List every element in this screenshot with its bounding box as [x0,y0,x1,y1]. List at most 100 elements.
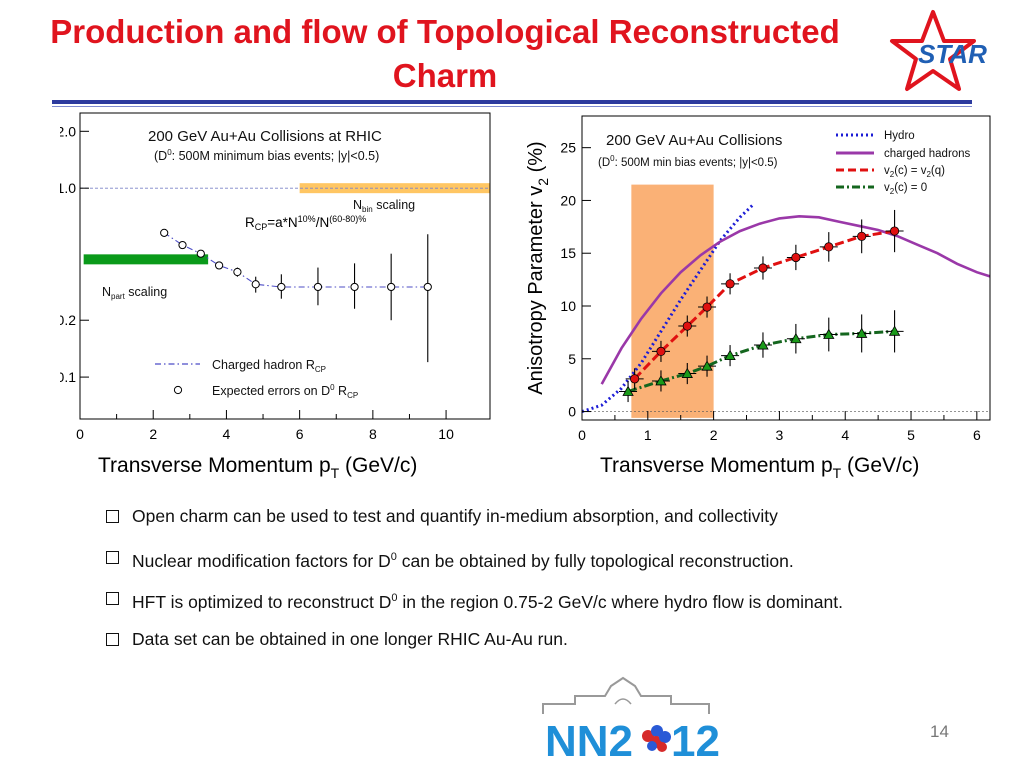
rcp-data-point [160,228,169,237]
pt-region-highlight-band [631,184,714,418]
rcp-y-tick-label: 1.0 [60,180,76,196]
v2-y-tick-label: 20 [560,192,576,208]
v2-y-tick-label: 0 [568,404,576,420]
v2-zero-data-point [622,385,634,396]
title-rule-thin [52,106,972,107]
rcp-series-layer [160,228,432,363]
v2-y-tick-label: 5 [568,351,576,367]
rcp-x-axis-label: Transverse Momentum pT (GeV/c) [98,454,417,481]
bullet-superscript: 0 [391,592,398,604]
checkbox-bullet-icon [106,633,119,646]
slide-title: Production and flow of Topological Recon… [20,10,870,98]
rcp-data-point [313,282,323,292]
bullet-list: Open charm can be used to test and quant… [104,502,1004,666]
rcp-chart-subtitle: (D0: 500M minimum bias events; |y|<0.5) [154,148,379,163]
v2-x-axis-label: Transverse Momentum pT (GeV/c) [600,454,919,481]
v2-legend-item-hydro: Hydro [884,130,915,142]
v2-vq-data-point [889,226,900,236]
checkbox-bullet-icon [106,510,119,523]
rcp-x-tick-label: 2 [149,426,157,442]
rcp-data-point [350,282,359,292]
star-logo: STAR [890,10,987,91]
v2-series-layer [582,203,990,414]
rcp-charged-hadron-line [163,232,428,288]
v2-x-tick-label: 4 [841,427,849,443]
title-rule [52,100,972,104]
rcp-chart-title: 200 GeV Au+Au Collisions at RHIC [148,128,382,145]
v2-zero-data-point [701,360,713,371]
slide-title-line-1: Production and flow of Topological Recon… [50,13,840,50]
npart-scaling-label: Npart scaling [102,285,167,301]
rcp-chart: 0 2 4 6 8 10 2.0 1.0 0.2 0.1 200 GeV Au+Au Collis… [60,108,500,490]
rcp-data-point [423,282,432,292]
v2-vq-data-point [857,231,867,241]
rcp-data-point [196,249,205,258]
rcp-plot-frame [79,112,491,420]
v2-zero-data-point [888,325,901,336]
bullet-text: Nuclear modification factors for D [132,550,391,571]
v2-zero-data-point [823,328,835,339]
v2-vq-data-point [682,321,692,331]
bullet-item: Nuclear modification factors for D0 can … [104,543,1004,584]
rcp-legend-item-charged-hadron: Charged hadron RCP [212,358,326,374]
v2-vq-data-point [725,279,735,289]
rcp-x-tick-label: 6 [296,426,304,442]
v2-x-tick-label: 0 [578,427,586,443]
v2-vq-data-point [702,302,712,312]
bullet-text: Data set can be obtained in one longer R… [132,629,568,649]
v2-vq-data-point [791,252,801,263]
v2-y-tick-label: 15 [560,245,576,261]
nn2012-logo-suffix: 12 [671,717,720,762]
bullet-item: Open charm can be used to test and quant… [104,502,1004,543]
v2-zero-data-point [655,375,667,386]
rcp-legend-item-expected-errors: Expected errors on D0 RCP [212,383,358,400]
rcp-data-point [215,261,224,270]
rcp-legend-circle-swatch [173,385,183,395]
nn2012-logo-prefix: NN2 [545,717,633,762]
v2-charged-hadrons-curve [600,214,990,385]
v2-x-tick-label: 6 [973,427,981,443]
checkbox-bullet-icon [106,551,119,564]
v2-chart-title: 200 GeV Au+Au Collisions [606,132,782,149]
v2-y-axis-label: Anisotropy Parameter v2 (%) [525,141,551,394]
v2-x-tick-label: 5 [907,427,915,443]
v2-chart-subtitle: (D0: 500M min bias events; |y|<0.5) [598,154,778,169]
nn2012-logo-atom-icon [642,725,671,752]
v2-vq-data-point [630,374,640,384]
rcp-data-point [277,282,286,292]
v2-zero-data-point [724,349,736,361]
bullet-item: Data set can be obtained in one longer R… [104,625,1004,666]
v2-legend: Hydro charged hadrons v2(c) = v2(q) v2(c… [836,130,971,196]
v2-zero-data-point [790,332,802,344]
bullet-text: HFT is optimized to reconstruct D [132,591,392,612]
rcp-axis-ticks: 0 2 4 6 8 10 2.0 1.0 0.2 0.1 [60,123,454,442]
v2-legend-item-zero: v2(c) = 0 [884,182,927,196]
v2-vq-curve [633,229,895,380]
v2-legend-item-charged-hadrons: charged hadrons [884,148,971,160]
rcp-x-tick-label: 4 [223,426,231,442]
v2-band-layer [631,184,714,418]
v2-vq-data-point [758,263,768,273]
v2-x-tick-label: 2 [710,427,718,443]
slide-title-line-2: Charm [392,57,498,94]
nn2012-logo-building-icon [542,676,710,714]
bullet-text: in the region 0.75-2 GeV/c where hydro f… [397,591,843,612]
nbin-scaling-label: Nbin scaling [353,198,415,214]
bullet-superscript: 0 [390,551,397,563]
page-number: 14 [930,722,949,741]
v2-y-tick-label: 10 [560,298,576,314]
rcp-x-tick-label: 8 [369,426,377,442]
rcp-data-point [251,280,260,289]
star-logo-star-icon [890,10,976,91]
rcp-y-tick-label: 0.1 [60,369,76,385]
bullet-item: HFT is optimized to reconstruct D0 in th… [104,584,1004,625]
nn2012-logo: NN2 12 [542,676,720,762]
rcp-legend: Charged hadron RCP Expected errors on D0… [155,358,358,400]
rcp-data-point [233,267,242,277]
atom-nucleon [657,742,667,752]
checkbox-bullet-icon [106,592,119,605]
rcp-band-layer [83,183,490,265]
rcp-data-point [387,282,396,292]
v2-zero-data-point [757,339,769,350]
star-logo-text: STAR [918,39,987,69]
